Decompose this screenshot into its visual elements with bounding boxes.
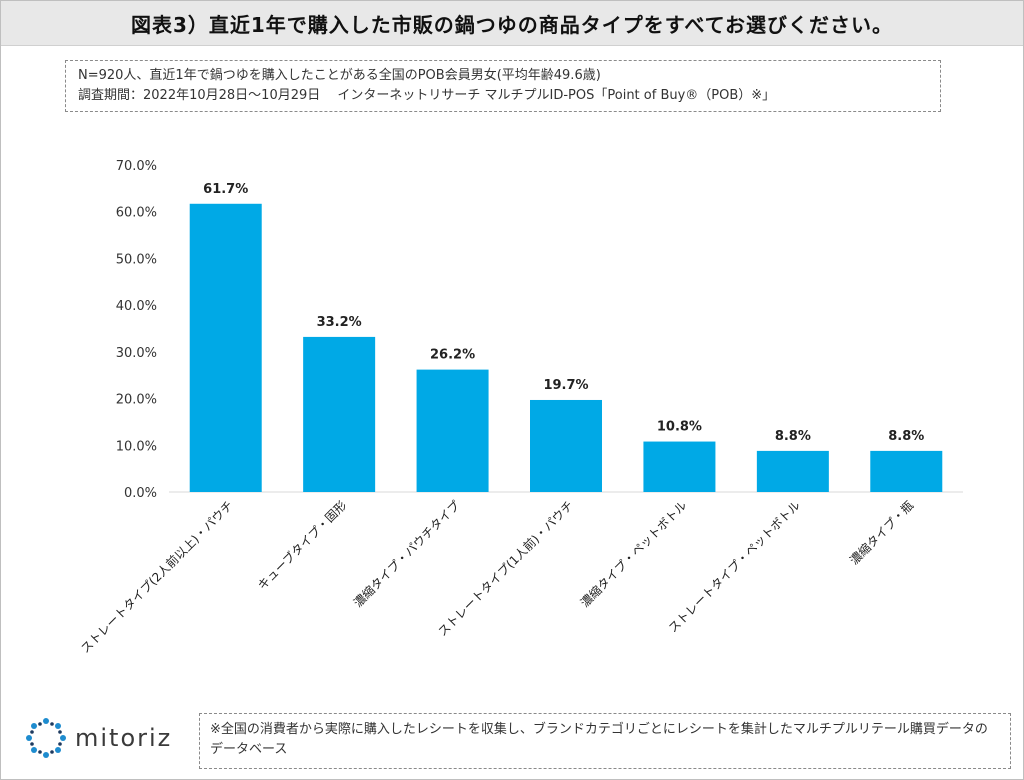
survey-note-line2: 調査期間：2022年10月28日〜10月29日 インターネットリサーチ マルチプ… (78, 88, 776, 103)
x-tick-label: 濃縮タイプ・瓶 (846, 498, 916, 568)
survey-note: N=920人、直近1年で鍋つゆを購入したことがある全国のPOB会員男女(平均年齢… (65, 60, 941, 112)
data-label: 10.8% (657, 420, 702, 435)
x-tick-label: ストレートタイプ(2人前以上)・パウチ (77, 498, 235, 656)
data-label: 19.7% (543, 378, 588, 393)
data-label: 8.8% (888, 429, 924, 444)
data-label: 33.2% (317, 315, 362, 330)
x-tick-label: ストレートタイプ(1人前)・パウチ (435, 498, 576, 639)
mitoriz-logo: mitoriz (23, 715, 193, 761)
title-bar: 図表3）直近1年で購入した市販の鍋つゆの商品タイプをすべてお選びください。 (1, 1, 1023, 46)
data-label: 8.8% (775, 429, 811, 444)
x-tick-label: 濃縮タイプ・ペットボトル (577, 498, 689, 610)
y-tick-label: 10.0% (116, 439, 157, 454)
data-label: 26.2% (430, 348, 475, 363)
bar (870, 450, 943, 492)
y-tick-label: 20.0% (116, 393, 157, 408)
page-title: 図表3）直近1年で購入した市販の鍋つゆの商品タイプをすべてお選びください。 (130, 12, 894, 37)
y-tick-label: 40.0% (116, 299, 157, 314)
x-tick-label: 濃縮タイプ・パウチタイプ (350, 498, 462, 610)
logo-wordmark: mitoriz (75, 724, 173, 752)
bar (189, 203, 262, 492)
y-tick-label: 30.0% (116, 346, 157, 361)
bar (303, 336, 376, 492)
x-tick-label: キューブタイプ・固形 (254, 498, 349, 593)
bar-chart: 0.0% 10.0% 20.0% 30.0% 40.0% 50.0% 60.0% 70.0% 6… (77, 159, 963, 656)
data-label: 61.7% (203, 182, 248, 197)
bar (416, 369, 489, 492)
survey-note-line1: N=920人、直近1年で鍋つゆを購入したことがある全国のPOB会員男女(平均年齢… (78, 68, 601, 83)
y-tick-label: 60.0% (116, 206, 157, 221)
y-tick-label: 70.0% (116, 159, 157, 174)
footer-note: ※全国の消費者から実際に購入したレシートを収集し、ブランドカテゴリごとにレシート… (199, 713, 1011, 769)
mitoriz-logo-icon (26, 718, 66, 758)
bar (643, 441, 716, 492)
y-tick-label: 0.0% (124, 486, 157, 501)
bar (530, 399, 602, 492)
bar (756, 450, 829, 492)
y-tick-label: 50.0% (116, 252, 157, 267)
x-tick-label: ストレートタイプ・ペットボトル (666, 498, 803, 635)
